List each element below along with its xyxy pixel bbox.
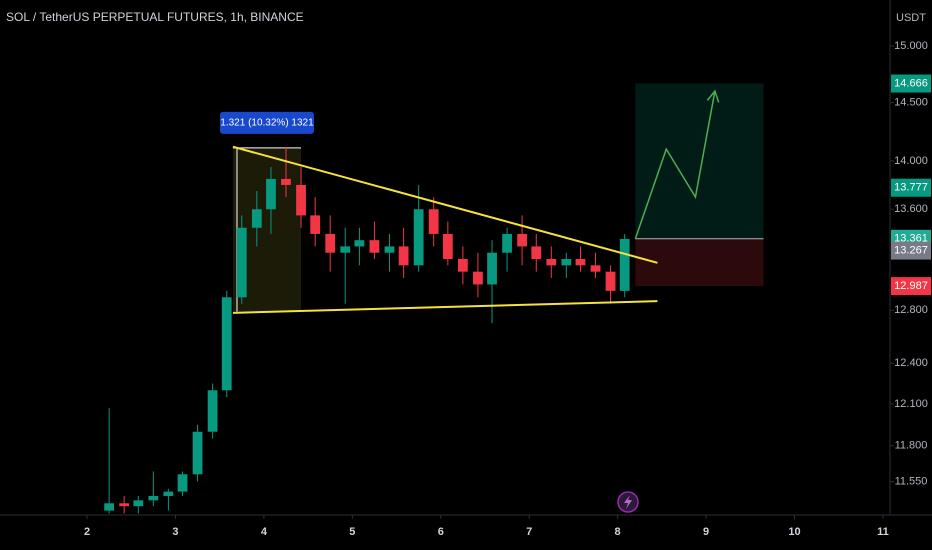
candle-body — [605, 271, 616, 291]
candle-body — [354, 240, 365, 247]
x-tick-label: 8 — [615, 526, 621, 538]
y-tick-label: 14.500 — [894, 96, 928, 108]
candle-body — [546, 259, 557, 266]
candle-body — [192, 431, 203, 475]
measure-label: 1.321 (10.32%) 1321 — [220, 118, 314, 129]
price-label-box — [891, 277, 931, 296]
x-tick-label: 7 — [526, 526, 532, 538]
y-tick-label: 15.000 — [894, 40, 928, 52]
y-tick-label: 11.800 — [895, 440, 928, 452]
axis-unit: USDT — [896, 12, 926, 24]
x-tick-label: 9 — [703, 526, 709, 538]
candle-body — [148, 495, 159, 501]
trendline — [232, 145, 658, 264]
projection-arrowhead — [706, 89, 720, 103]
candle-body — [531, 246, 542, 260]
y-tick-label: 12.800 — [894, 304, 928, 316]
candle-body — [177, 474, 188, 492]
y-tick-label: 12.100 — [894, 398, 928, 410]
target-zone — [635, 83, 764, 239]
price-label: 13.267 — [894, 244, 928, 256]
x-tick-label: 6 — [438, 526, 444, 538]
x-tick-label: 2 — [84, 526, 90, 538]
projection-path — [634, 90, 716, 240]
candle-body — [310, 215, 321, 234]
candle-body — [369, 240, 380, 253]
chart-title: SOL / TetherUS PERPETUAL FUTURES, 1h, BI… — [6, 10, 304, 24]
x-tick-label: 10 — [788, 526, 800, 538]
candle-body — [590, 265, 601, 272]
y-tick-label: 12.400 — [894, 357, 928, 369]
candle-body — [296, 184, 306, 216]
price-label: 14.666 — [894, 77, 928, 89]
trendline — [232, 300, 658, 314]
candle-body — [413, 209, 424, 266]
candle-body — [561, 259, 572, 266]
candle-body — [251, 209, 262, 228]
candle-body — [221, 297, 232, 391]
plot-area: 1.321 (10.32%) 1321 — [104, 83, 764, 514]
candle-body — [442, 233, 453, 260]
y-tick-label: 11.550 — [895, 475, 928, 487]
candle-body — [575, 259, 586, 266]
price-label: 13.777 — [894, 182, 928, 194]
candle-body — [325, 233, 336, 253]
y-tick-label: 13.600 — [894, 203, 928, 215]
candle-body — [398, 246, 409, 266]
price-label-box — [891, 178, 931, 197]
candle-body — [502, 233, 512, 253]
candle-body — [133, 500, 144, 507]
candle-body — [266, 178, 276, 210]
y-tick-label: 14.000 — [894, 155, 928, 167]
candle-body — [619, 238, 630, 291]
measure-label-box — [219, 111, 314, 134]
candle-body — [119, 503, 130, 507]
x-tick-label: 11 — [877, 526, 889, 538]
candle-body — [517, 233, 528, 247]
candle-body — [340, 246, 351, 253]
candle-body — [104, 503, 115, 511]
alert-icon — [617, 491, 639, 513]
candle-body — [163, 491, 174, 496]
candle-body — [473, 271, 483, 285]
candle-body — [457, 259, 468, 272]
candle-body — [281, 178, 291, 185]
candle-body — [487, 252, 497, 285]
price-label-box — [891, 74, 931, 93]
x-tick-label: 5 — [349, 526, 355, 538]
candle-body — [236, 227, 247, 298]
x-tick-label: 4 — [261, 526, 268, 538]
candle-body — [384, 246, 395, 253]
x-tick-label: 3 — [172, 526, 178, 538]
candle-body — [207, 390, 218, 432]
candle-body — [428, 209, 439, 234]
price-label-box — [891, 241, 931, 260]
price-label: 12.987 — [894, 280, 928, 292]
